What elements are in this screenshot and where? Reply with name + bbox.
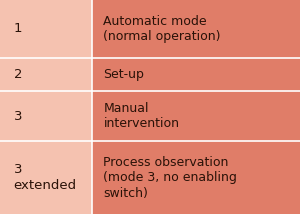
Bar — [92, 0, 300, 58]
Text: Process observation
(mode 3, no enabling
switch): Process observation (mode 3, no enabling… — [103, 156, 237, 200]
Bar — [92, 91, 300, 141]
Text: 3
extended: 3 extended — [14, 163, 77, 192]
Bar — [92, 141, 300, 214]
Text: Manual
intervention: Manual intervention — [103, 102, 179, 130]
Text: 3: 3 — [14, 110, 22, 123]
Text: Automatic mode
(normal operation): Automatic mode (normal operation) — [103, 15, 221, 43]
Text: 1: 1 — [14, 22, 22, 35]
Text: 2: 2 — [14, 68, 22, 81]
Text: Set-up: Set-up — [103, 68, 144, 81]
Bar — [0, 58, 92, 91]
Bar — [0, 141, 92, 214]
Bar — [92, 58, 300, 91]
Bar — [0, 0, 92, 58]
Bar — [0, 91, 92, 141]
